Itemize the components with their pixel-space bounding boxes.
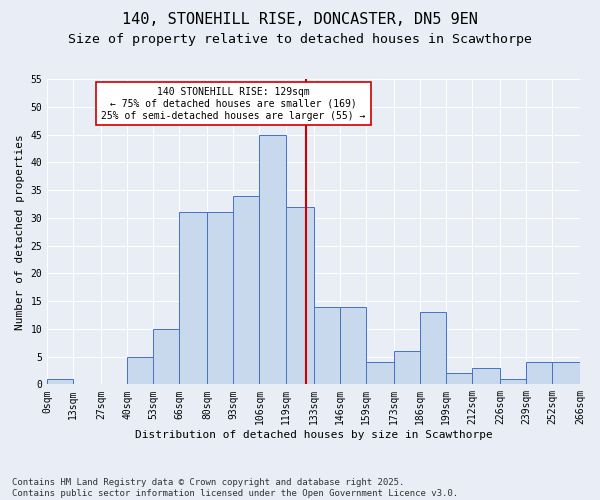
Bar <box>314 306 340 384</box>
Bar <box>259 134 286 384</box>
Text: Size of property relative to detached houses in Scawthorpe: Size of property relative to detached ho… <box>68 32 532 46</box>
Bar <box>552 362 580 384</box>
Bar <box>286 206 314 384</box>
Bar <box>233 196 259 384</box>
Bar <box>500 379 526 384</box>
X-axis label: Distribution of detached houses by size in Scawthorpe: Distribution of detached houses by size … <box>135 430 493 440</box>
Y-axis label: Number of detached properties: Number of detached properties <box>15 134 25 330</box>
Bar <box>526 362 552 384</box>
Text: Contains HM Land Registry data © Crown copyright and database right 2025.
Contai: Contains HM Land Registry data © Crown c… <box>12 478 458 498</box>
Bar <box>154 329 179 384</box>
Bar <box>208 212 233 384</box>
Bar <box>365 362 394 384</box>
Bar <box>394 351 420 384</box>
Bar <box>127 356 154 384</box>
Bar <box>420 312 446 384</box>
Bar <box>47 379 73 384</box>
Text: 140 STONEHILL RISE: 129sqm
← 75% of detached houses are smaller (169)
25% of sem: 140 STONEHILL RISE: 129sqm ← 75% of deta… <box>101 88 365 120</box>
Text: 140, STONEHILL RISE, DONCASTER, DN5 9EN: 140, STONEHILL RISE, DONCASTER, DN5 9EN <box>122 12 478 28</box>
Bar <box>446 373 472 384</box>
Bar <box>472 368 500 384</box>
Bar <box>179 212 208 384</box>
Bar <box>580 373 600 384</box>
Bar <box>340 306 365 384</box>
